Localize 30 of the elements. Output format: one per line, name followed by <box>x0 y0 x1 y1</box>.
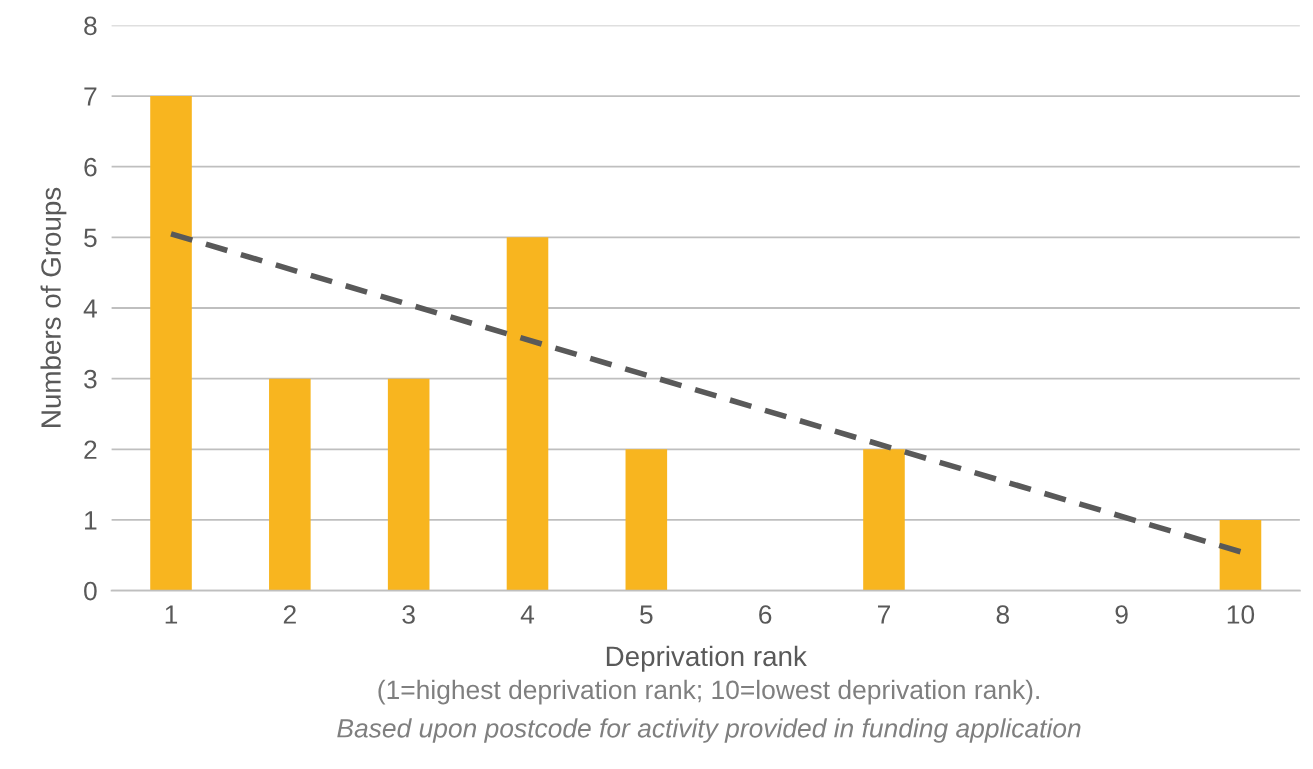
bar <box>506 237 549 591</box>
text: (1=highest deprivation rank; 10=lowest deprivation rank). <box>378 679 1039 705</box>
y-tick-label: 6 <box>84 157 97 177</box>
y-tick-label: 5 <box>84 228 97 248</box>
x-tick-label: 5 <box>640 605 653 624</box>
x-tick-label: 6 <box>759 605 772 624</box>
y-tick-label: 8 <box>84 16 97 36</box>
y-tick-label: 1 <box>85 511 97 530</box>
bar <box>863 449 905 591</box>
text: Based upon postcode for activity provided in funding application <box>337 718 1081 743</box>
bar <box>625 449 668 591</box>
bar <box>150 96 192 591</box>
y-tick-label: 2 <box>84 440 97 459</box>
y-tick-label: 4 <box>83 299 97 318</box>
x-axis-title: Deprivation rank <box>606 645 807 672</box>
x-tick-label: 9 <box>1115 605 1128 624</box>
bar <box>1219 519 1262 591</box>
y-tick-label: 3 <box>84 369 97 389</box>
x-tick-label: 8 <box>996 605 1009 624</box>
x-tick-label: 7 <box>877 605 890 624</box>
x-tick-label: 1 <box>165 605 178 624</box>
x-tick-label: 3 <box>402 605 415 624</box>
x-tick-label: 10 <box>1227 605 1255 624</box>
y-axis-title: Numbers of Groups <box>40 187 67 427</box>
y-tick-label: 7 <box>84 87 97 106</box>
bar <box>387 378 430 591</box>
y-tick-label: 0 <box>84 581 97 601</box>
x-tick-label: 4 <box>520 605 535 624</box>
bar <box>269 378 311 591</box>
x-tick-label: 2 <box>283 605 296 624</box>
